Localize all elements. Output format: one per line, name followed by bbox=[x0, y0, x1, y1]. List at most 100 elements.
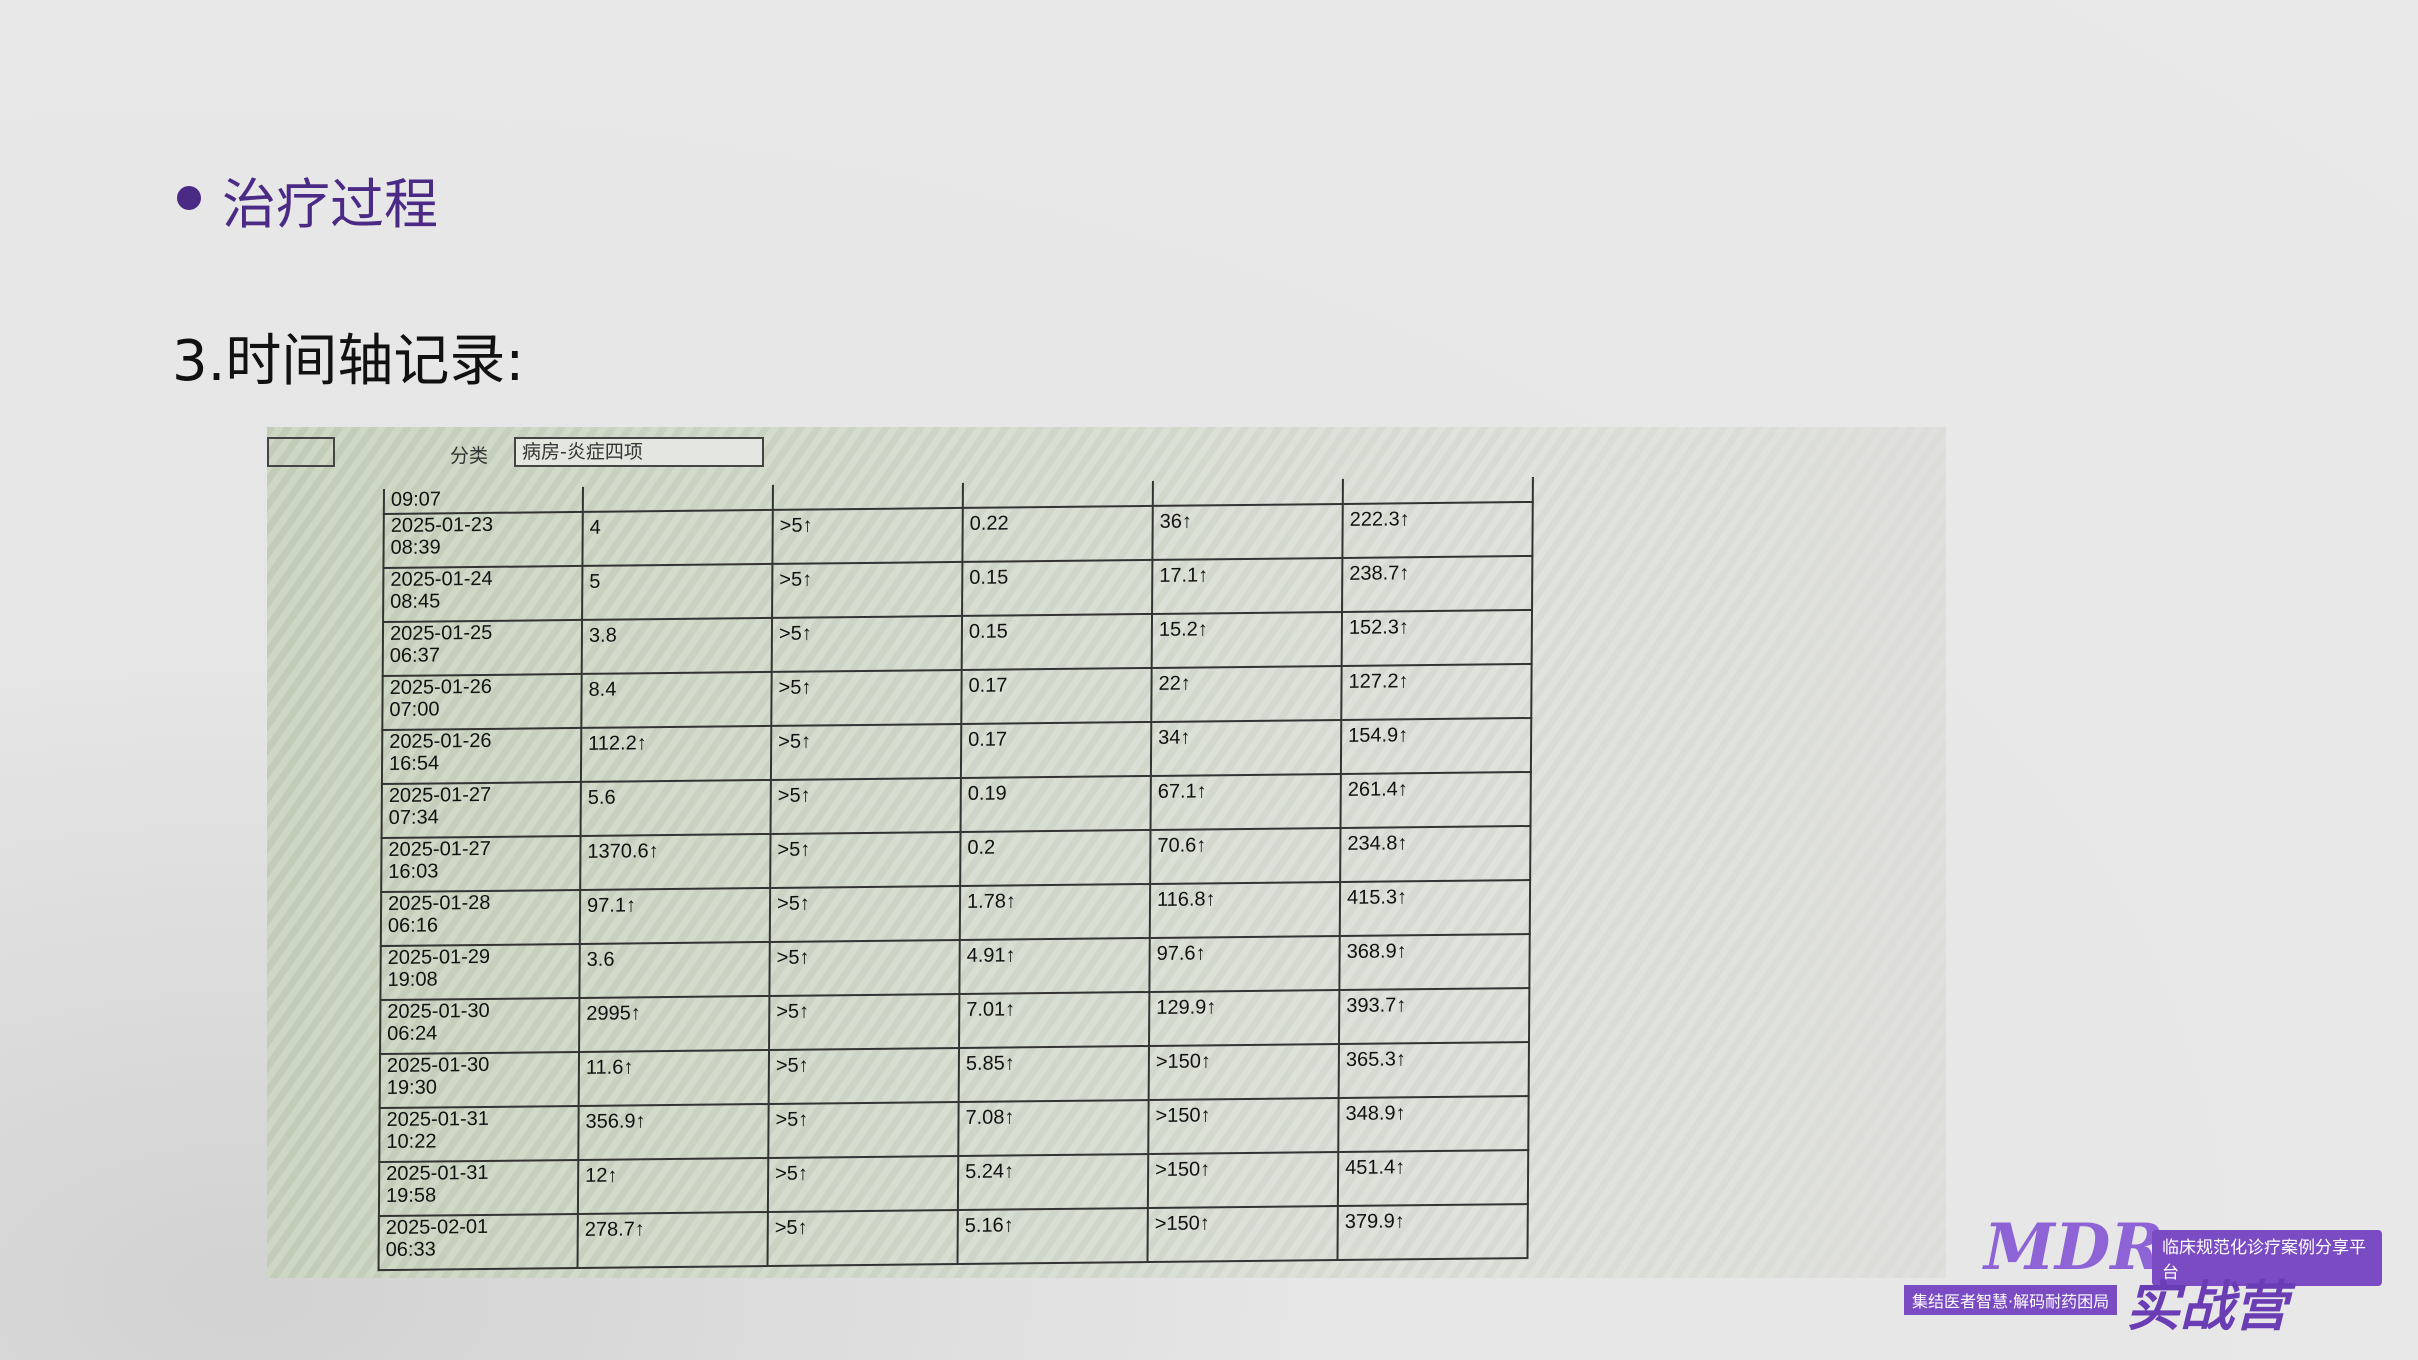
cell: 348.9↑ bbox=[1338, 1096, 1529, 1153]
time: 19:58 bbox=[385, 1184, 437, 1208]
date-cell: 2025-01-25 06:37 bbox=[382, 619, 583, 677]
time: 19:08 bbox=[387, 968, 438, 991]
cell: 2995↑ bbox=[579, 995, 770, 1052]
cell: 3.6 bbox=[579, 941, 770, 998]
logo-tagline: 临床规范化诊疗案例分享平台 bbox=[2152, 1230, 2382, 1286]
cell: 368.9↑ bbox=[1339, 934, 1530, 991]
cell: 4.91↑ bbox=[959, 937, 1150, 994]
cell: >5↑ bbox=[769, 885, 961, 942]
time: 19:30 bbox=[386, 1076, 437, 1099]
cell: 0.22 bbox=[962, 505, 1153, 562]
date: 2025-01-27 bbox=[388, 837, 491, 861]
cell: 22↑ bbox=[1151, 665, 1342, 722]
time: 16:03 bbox=[388, 860, 439, 883]
cell: 154.9↑ bbox=[1340, 717, 1532, 774]
time: 08:45 bbox=[390, 590, 441, 613]
cell: 7.08↑ bbox=[958, 1100, 1149, 1157]
cell: 129.9↑ bbox=[1149, 990, 1340, 1047]
cell: 0.19 bbox=[960, 775, 1151, 832]
cell: 11.6↑ bbox=[578, 1049, 770, 1106]
date-cell: 2025-01-29 19:08 bbox=[380, 943, 580, 1001]
cell: 15.2↑ bbox=[1151, 611, 1343, 668]
date: 2025-02-01 bbox=[385, 1215, 489, 1240]
cell: 127.2↑ bbox=[1341, 663, 1532, 720]
time: 06:33 bbox=[385, 1238, 436, 1262]
cell: >5↑ bbox=[771, 669, 962, 726]
time: 06:16 bbox=[387, 914, 439, 937]
cell: 5.24↑ bbox=[957, 1154, 1149, 1211]
table-body: 09:07 2025-01-23 08:39 4 >5↑ 0.22 36↑ 222.3↑ 20… bbox=[378, 476, 1533, 1271]
date: 2025-01-26 bbox=[389, 729, 492, 753]
time: 07:34 bbox=[388, 806, 439, 829]
time: 06:37 bbox=[389, 644, 440, 667]
cell: >5↑ bbox=[770, 831, 961, 888]
cell: 97.6↑ bbox=[1149, 936, 1340, 993]
cell: >5↑ bbox=[767, 1156, 959, 1213]
time: 07:00 bbox=[389, 698, 440, 721]
logo-name: 实战营 bbox=[2126, 1275, 2288, 1338]
cell: 261.4↑ bbox=[1340, 771, 1531, 828]
toolbar-box bbox=[267, 437, 335, 467]
cell: 365.3↑ bbox=[1338, 1042, 1529, 1099]
date: 2025-01-29 bbox=[387, 945, 491, 969]
date: 2025-01-31 bbox=[386, 1107, 489, 1131]
cell: >150↑ bbox=[1148, 1098, 1339, 1155]
cell: 97.1↑ bbox=[579, 887, 771, 944]
cell: 8.4 bbox=[581, 671, 772, 728]
cell: >150↑ bbox=[1148, 1044, 1340, 1101]
cell: >5↑ bbox=[770, 723, 962, 780]
bullet-dot bbox=[177, 186, 201, 210]
time: 06:24 bbox=[387, 1022, 438, 1045]
date: 2025-01-27 bbox=[388, 783, 492, 807]
cell: >5↑ bbox=[770, 777, 961, 834]
date: 2025-01-25 bbox=[389, 621, 493, 645]
date-cell: 2025-01-23 08:39 bbox=[383, 511, 583, 568]
time-cell: 09:07 bbox=[383, 486, 583, 514]
time: 08:39 bbox=[390, 536, 441, 559]
cell: >150↑ bbox=[1147, 1206, 1338, 1263]
date: 2025-01-30 bbox=[387, 999, 490, 1023]
cell: 234.8↑ bbox=[1340, 826, 1531, 882]
date-cell: 2025-01-28 06:16 bbox=[380, 889, 581, 947]
cell: 17.1↑ bbox=[1152, 557, 1343, 614]
time: 10:22 bbox=[386, 1130, 437, 1154]
cell: >5↑ bbox=[769, 993, 960, 1050]
table-row: 2025-02-01 06:33 278.7↑ >5↑ 5.16↑ >150↑ 379.9↑ bbox=[378, 1204, 1528, 1271]
cell: 36↑ bbox=[1152, 503, 1343, 560]
date-cell: 2025-01-27 07:34 bbox=[381, 781, 581, 839]
cell bbox=[1342, 476, 1533, 504]
cell: 0.2 bbox=[960, 829, 1151, 886]
date-cell: 2025-01-26 16:54 bbox=[381, 727, 582, 785]
cell: >5↑ bbox=[772, 561, 963, 618]
date: 2025-01-31 bbox=[386, 1161, 489, 1186]
time: 16:54 bbox=[389, 752, 440, 775]
cell bbox=[962, 480, 1153, 508]
date-cell: 2025-01-27 16:03 bbox=[381, 835, 581, 893]
date-cell: 2025-01-30 06:24 bbox=[380, 997, 580, 1055]
date-cell: 2025-01-31 10:22 bbox=[379, 1105, 579, 1163]
cell: 12↑ bbox=[577, 1158, 769, 1214]
cell: 278.7↑ bbox=[577, 1212, 768, 1269]
photo: 分类 病房-炎症四项 09:07 2025-01-23 08:39 4 >5↑ 0.22… bbox=[267, 427, 1946, 1278]
logo-brand: MDR bbox=[1984, 1210, 2164, 1285]
cell: 5.85↑ bbox=[958, 1046, 1150, 1103]
date: 2025-01-26 bbox=[389, 675, 492, 699]
cell bbox=[1152, 478, 1343, 506]
cell: 67.1↑ bbox=[1150, 773, 1341, 830]
cell: 7.01↑ bbox=[959, 992, 1150, 1048]
cell: 3.8 bbox=[581, 617, 773, 674]
cell: 5.16↑ bbox=[957, 1208, 1148, 1265]
cell bbox=[582, 484, 773, 512]
cell: 238.7↑ bbox=[1342, 555, 1533, 612]
cell: 393.7↑ bbox=[1339, 988, 1530, 1045]
cell: >150↑ bbox=[1147, 1152, 1339, 1209]
cell bbox=[772, 482, 963, 510]
cell: 1.78↑ bbox=[959, 883, 1151, 940]
cell: 34↑ bbox=[1150, 719, 1342, 776]
cell: 0.15 bbox=[962, 559, 1153, 616]
cell: 356.9↑ bbox=[578, 1103, 769, 1160]
cell: >5↑ bbox=[767, 1210, 958, 1267]
date: 2025-01-28 bbox=[388, 891, 491, 915]
cell: 0.17 bbox=[961, 667, 1152, 724]
